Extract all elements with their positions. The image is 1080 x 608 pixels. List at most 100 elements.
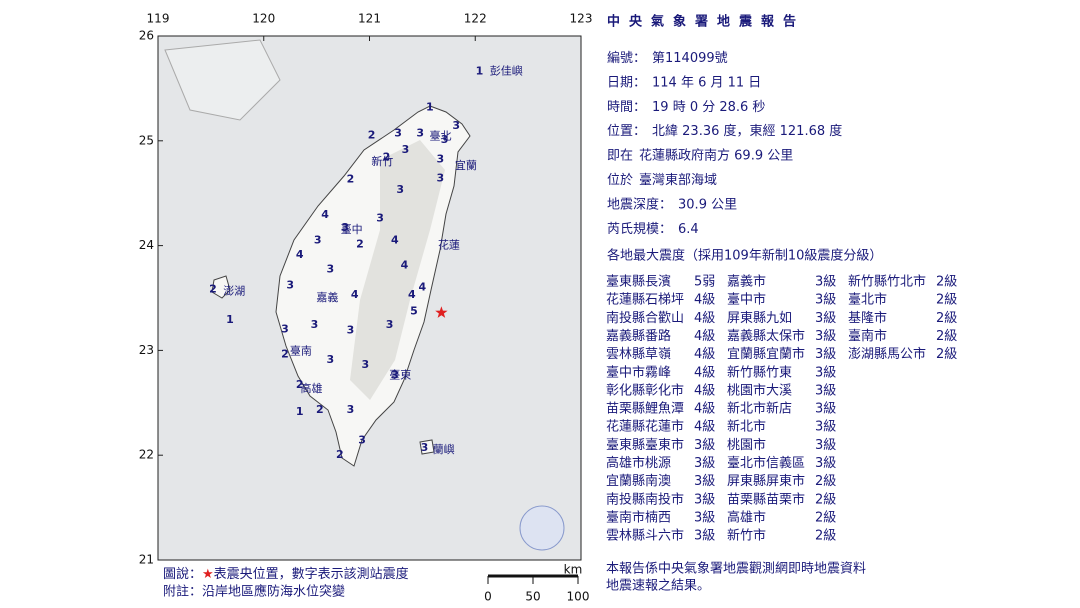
logo xyxy=(519,505,565,551)
intensity-level: 3級 xyxy=(694,529,715,544)
scale-unit: km xyxy=(564,563,583,577)
intensity-level: 2級 xyxy=(936,293,957,308)
station-intensity: 3 xyxy=(281,322,289,335)
intensity-level: 3級 xyxy=(815,402,836,417)
place-label: 蘭嶼 xyxy=(433,442,455,456)
station-intensity: 3 xyxy=(376,211,384,224)
station-intensity: 3 xyxy=(437,153,445,166)
station-intensity: 2 xyxy=(296,378,304,391)
mainland-coast xyxy=(164,39,281,121)
intensity-place: 屏東縣屏東市 xyxy=(727,473,805,489)
station-intensity: 3 xyxy=(416,126,424,139)
intensity-place: 南投縣合歡山 xyxy=(606,310,684,326)
intensity-place: 新竹縣竹東 xyxy=(727,364,792,380)
intensity-place: 宜蘭縣南澳 xyxy=(606,473,671,489)
intensity-place: 宜蘭縣宜蘭市 xyxy=(727,346,805,362)
intensity-level: 3級 xyxy=(694,510,715,525)
info-value: 30.9 公里 xyxy=(678,197,737,212)
intensity-place: 臺東縣長濱 xyxy=(606,274,671,290)
station-intensity: 2 xyxy=(383,151,391,164)
intensity-level: 5弱 xyxy=(694,275,715,290)
place-label: 新竹 xyxy=(371,154,393,168)
info-line: 即在 花蓮縣政府南方 69.9 公里 xyxy=(607,147,793,163)
intensity-level: 4級 xyxy=(694,311,715,326)
x-tick-label: 119 xyxy=(147,12,170,26)
intensity-level: 3級 xyxy=(694,456,715,471)
intensity-level: 3級 xyxy=(694,492,715,507)
note: 附註：沿岸地區應防海水位突變 xyxy=(163,584,345,600)
caption-prefix: 圖說： xyxy=(163,566,202,582)
station-intensity: 2 xyxy=(281,348,289,361)
station-intensity: 1 xyxy=(226,313,234,326)
info-value: 花蓮縣政府南方 69.9 公里 xyxy=(639,147,793,163)
intensity-level: 2級 xyxy=(815,529,836,544)
station-intensity: 4 xyxy=(391,233,399,246)
intensity-level: 4級 xyxy=(694,402,715,417)
station-intensity: 1 xyxy=(296,405,304,418)
intensity-level: 3級 xyxy=(815,329,836,344)
intensity-level: 3級 xyxy=(694,474,715,489)
station-intensity: 3 xyxy=(327,353,335,366)
scale-label: 50 xyxy=(525,590,540,604)
intensity-place: 南投縣南投市 xyxy=(606,491,684,507)
station-intensity: 3 xyxy=(358,434,366,447)
station-intensity: 2 xyxy=(347,173,355,186)
station-intensity: 3 xyxy=(452,119,460,132)
intensity-level: 3級 xyxy=(815,347,836,362)
info-line: 地震深度： 30.9 公里 xyxy=(607,196,737,212)
intensity-place: 澎湖縣馬公市 xyxy=(848,346,926,362)
intensity-level: 4級 xyxy=(694,420,715,435)
station-intensity: 3 xyxy=(391,369,399,382)
caption-star: ★ xyxy=(202,567,214,582)
intensity-place: 彰化縣彰化市 xyxy=(606,382,684,398)
intensity-place: 雲林縣斗六市 xyxy=(606,528,684,544)
intensity-place: 新北市 xyxy=(727,419,766,435)
intensity-level: 3級 xyxy=(815,293,836,308)
info-line: 時間： 19 時 0 分 28.6 秒 xyxy=(607,99,765,114)
intensity-level: 2級 xyxy=(936,347,957,362)
intensity-level: 4級 xyxy=(694,293,715,308)
station-intensity: 2 xyxy=(356,238,364,251)
station-intensity: 2 xyxy=(368,129,376,142)
station-intensity: 3 xyxy=(437,172,445,185)
intensity-place: 新竹縣竹北市 xyxy=(848,274,926,290)
info-line: 日期： 114 年 6 月 11 日 xyxy=(607,75,761,90)
intensity-level: 2級 xyxy=(936,329,957,344)
intensity-level: 2級 xyxy=(815,474,836,489)
place-label: 彭佳嶼 xyxy=(490,64,523,78)
intensity-heading: 各地最大震度（採用109年新制10級震度分級） xyxy=(607,248,882,264)
intensity-level: 3級 xyxy=(815,438,836,453)
station-intensity: 4 xyxy=(321,208,329,221)
info-value: 北緯 23.36 度，東經 121.68 度 xyxy=(652,123,842,139)
intensity-level: 3級 xyxy=(694,438,715,453)
y-tick-label: 23 xyxy=(139,343,154,357)
intensity-level: 2級 xyxy=(936,311,957,326)
scale-label: 0 xyxy=(484,590,492,604)
y-tick-label: 26 xyxy=(139,29,154,43)
info-label: 編號： xyxy=(607,50,646,66)
info-label: 時間： xyxy=(607,99,646,114)
station-intensity: 3 xyxy=(311,318,319,331)
info-label: 地震深度： xyxy=(607,196,672,212)
info-label: 芮氏規模： xyxy=(607,220,672,236)
intensity-place: 高雄市桃源 xyxy=(606,455,671,471)
intensity-place: 新北市新店 xyxy=(727,401,792,417)
place-label: 花蓮 xyxy=(438,238,460,252)
intensity-level: 2級 xyxy=(815,492,836,507)
intensity-level: 2級 xyxy=(936,275,957,290)
station-intensity: 4 xyxy=(419,281,427,294)
station-intensity: 3 xyxy=(441,133,449,146)
x-tick-label: 120 xyxy=(252,12,275,26)
intensity-place: 桃園市大溪 xyxy=(727,382,792,398)
info-label: 日期： xyxy=(607,75,646,90)
place-label: 臺北 xyxy=(429,129,451,143)
station-intensity: 4 xyxy=(401,259,409,272)
place-label: 臺中 xyxy=(341,222,363,236)
terrain xyxy=(350,140,445,400)
station-intensity: 2 xyxy=(209,283,217,296)
info-line: 位置： 北緯 23.36 度，東經 121.68 度 xyxy=(607,123,842,139)
info-value: 臺灣東部海域 xyxy=(639,172,717,188)
station-intensity: 4 xyxy=(296,248,304,261)
intensity-place: 苗栗縣苗栗市 xyxy=(727,491,805,507)
